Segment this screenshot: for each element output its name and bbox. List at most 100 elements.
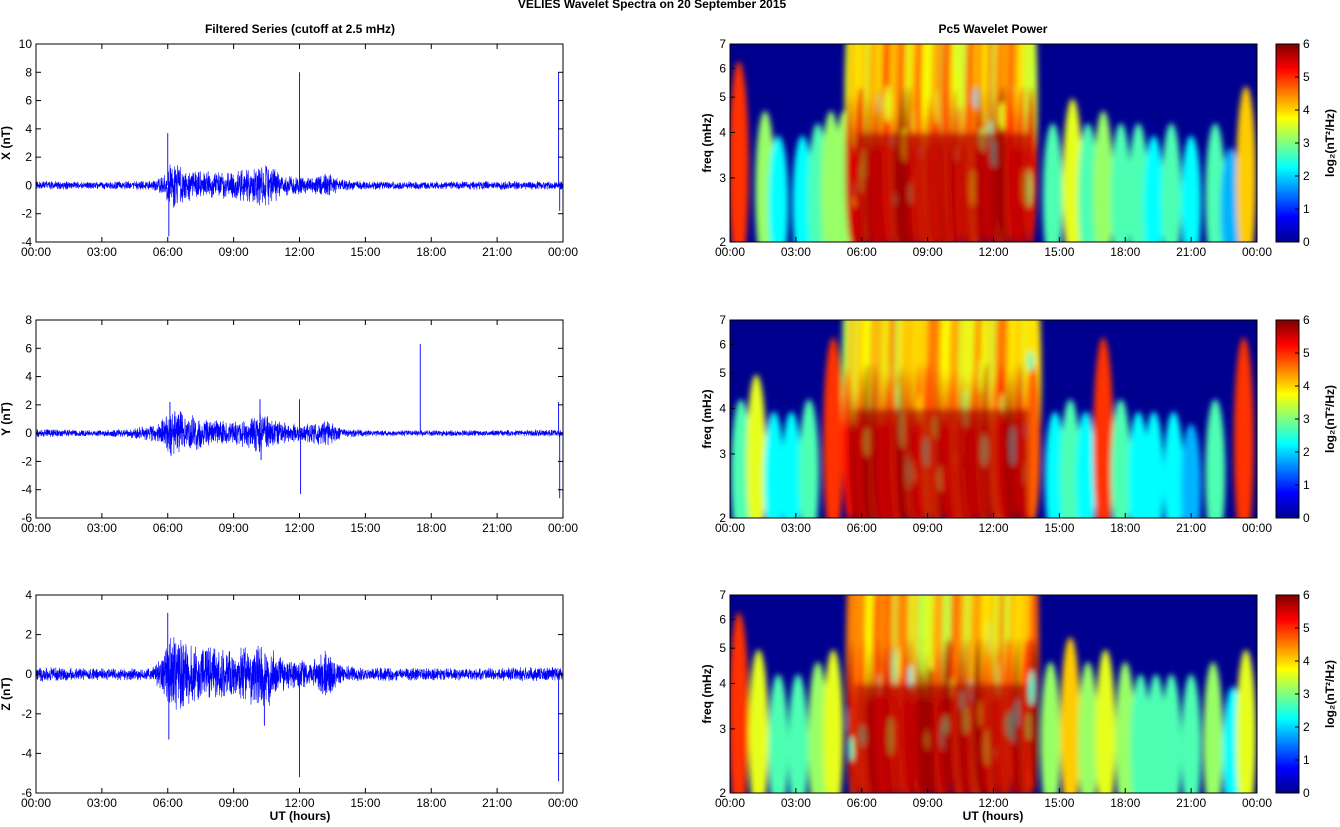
xtick-label: 18:00 — [1110, 521, 1140, 535]
ytick-label: 7 — [719, 313, 726, 327]
active-column-core — [1029, 638, 1039, 793]
ytick-label: 6 — [719, 337, 726, 351]
wavelet-panel-2: 2 3 4 5 6 7 00:00 03:00 06:00 09:00 12:00 15:00 18:0… — [700, 313, 1337, 535]
xtick-label: 18:00 — [1110, 245, 1140, 259]
burst-14 — [1161, 674, 1182, 793]
ytick-label: 5 — [719, 641, 726, 655]
colorbar-tick-label: 2 — [1303, 169, 1310, 183]
xtick-label: 09:00 — [219, 521, 249, 535]
colorbar-tick-label: 3 — [1303, 136, 1310, 150]
ylabel: freq (mHz) — [700, 389, 714, 448]
colorbar-tick-label: 0 — [1303, 235, 1310, 249]
heatmap — [730, 320, 1257, 518]
burst-12 — [1130, 674, 1151, 793]
ytick-label: 0 — [25, 178, 32, 192]
xtick-label: 18:00 — [416, 521, 446, 535]
burst-11 — [1115, 661, 1136, 793]
xtick-label: 21:00 — [1176, 796, 1206, 810]
xtick-label: 00:00 — [1242, 796, 1272, 810]
colorbar-label: log₂(nT²/Hz) — [1323, 660, 1337, 728]
burst-8 — [1042, 123, 1063, 242]
burst-16 — [1205, 399, 1226, 518]
xtick-label: 12:00 — [284, 521, 314, 535]
ytick-label: 2 — [25, 398, 32, 412]
burst-4 — [792, 135, 813, 242]
ytick-label: 2 — [25, 150, 32, 164]
burst-3 — [768, 135, 789, 242]
colorbar-tick-label: 4 — [1303, 654, 1310, 668]
ytick-label: 2 — [719, 235, 726, 249]
timeseries-panel-2: -6 -4 -2 0 2 4 6 8 00:00 03:00 06:00 09:00 12:00 15:0… — [0, 313, 578, 535]
heatmap-blobs — [730, 320, 1254, 518]
wavelet-panel-3: 2 3 4 5 6 7 00:00 03:00 06:00 09:00 12:00 15:00 18:0… — [700, 588, 1337, 810]
ytick-label: 7 — [719, 588, 726, 602]
ytick-label: 5 — [719, 90, 726, 104]
ylabel: Y (nT) — [0, 402, 13, 436]
ytick-label: -4 — [21, 746, 32, 760]
burst-7 — [1044, 411, 1065, 518]
burst-13 — [1145, 674, 1166, 793]
xtick-label: 00:00 — [1242, 521, 1272, 535]
xtick-label: 06:00 — [153, 521, 183, 535]
series-line — [35, 410, 564, 454]
xtick-label: 18:00 — [416, 796, 446, 810]
xtick-label: 12:00 — [978, 796, 1008, 810]
burst-13 — [1128, 123, 1149, 242]
colorbar-tick-label: 6 — [1303, 37, 1310, 51]
colorbar-tick-label: 3 — [1303, 412, 1310, 426]
ytick-label: 6 — [25, 94, 32, 108]
xtick-label: 15:00 — [1044, 521, 1074, 535]
active-streak — [998, 102, 1005, 131]
burst-12 — [1128, 411, 1149, 518]
heatmap-blobs — [730, 44, 1257, 242]
ytick-label: 4 — [25, 370, 32, 384]
xtick-label: 12:00 — [284, 245, 314, 259]
ytick-label: 3 — [719, 722, 726, 736]
xtick-label: 12:00 — [284, 796, 314, 810]
burst-4 — [781, 411, 802, 518]
ytick-label: 4 — [25, 122, 32, 136]
ytick-label: 6 — [719, 61, 726, 75]
colorbar-tick-label: 1 — [1303, 478, 1310, 492]
ytick-label: -2 — [21, 454, 32, 468]
xtick-label: 00:00 — [21, 245, 51, 259]
xtick-label: 00:00 — [21, 796, 51, 810]
burst-14 — [1143, 135, 1164, 242]
xtick-label: 03:00 — [781, 796, 811, 810]
xtick-label: 15:00 — [350, 521, 380, 535]
xtick-label: 21:00 — [482, 521, 512, 535]
burst-2 — [748, 649, 769, 793]
ytick-label: 2 — [25, 628, 32, 642]
burst-5 — [799, 399, 820, 518]
burst-16 — [1203, 661, 1224, 793]
xtick-label: 03:00 — [87, 796, 117, 810]
burst-15 — [1161, 123, 1182, 242]
ytick-label: 0 — [25, 426, 32, 440]
xtick-label: 03:00 — [781, 521, 811, 535]
xtick-label: 09:00 — [219, 245, 249, 259]
xtick-label: 03:00 — [87, 245, 117, 259]
xtick-label: 00:00 — [21, 521, 51, 535]
burst-17 — [1233, 337, 1254, 518]
ytick-label: 3 — [719, 447, 726, 461]
colorbar-tick-label: 4 — [1303, 103, 1310, 117]
burst-2 — [746, 374, 767, 518]
colorbar-tick-label: 0 — [1303, 786, 1310, 800]
active-streak — [1028, 670, 1035, 706]
burst-10 — [1077, 123, 1098, 242]
ytick-label: 2 — [719, 511, 726, 525]
burst-3 — [763, 411, 784, 518]
heatmap — [730, 44, 1257, 242]
xtick-label: 00:00 — [1242, 245, 1272, 259]
xtick-label: 15:00 — [350, 245, 380, 259]
heatmap-blobs — [730, 595, 1257, 793]
burst-8 — [1060, 399, 1081, 518]
ylabel: freq (mHz) — [700, 664, 714, 723]
ytick-label: 2 — [719, 786, 726, 800]
figure-suptitle: VELIES Wavelet Spectra on 20 September 2… — [518, 0, 787, 11]
right-xlabel: UT (hours) — [963, 809, 1024, 823]
xtick-label: 09:00 — [913, 245, 943, 259]
colorbar-tick-label: 3 — [1303, 687, 1310, 701]
burst-16 — [1181, 135, 1202, 242]
